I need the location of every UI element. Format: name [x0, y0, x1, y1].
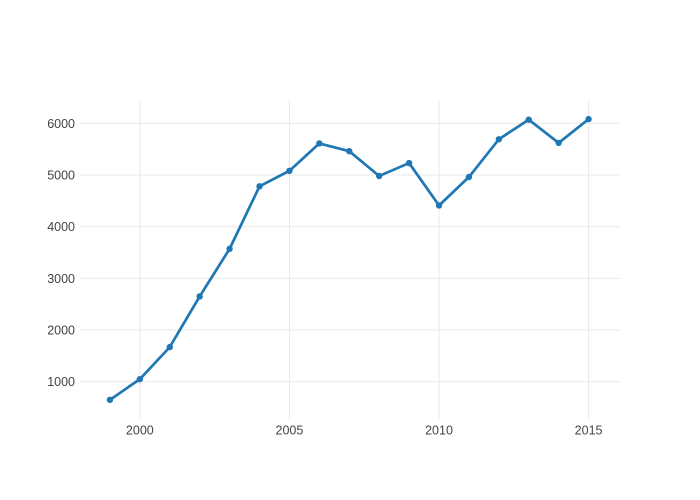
data-point-marker[interactable] — [435, 202, 443, 209]
data-point-marker[interactable] — [286, 167, 293, 175]
data-point-marker[interactable] — [495, 136, 503, 143]
data-point-marker[interactable] — [106, 396, 114, 404]
data-point-marker[interactable] — [166, 343, 173, 351]
y-tick-label: 4000 — [47, 220, 75, 234]
y-tick-label: 6000 — [47, 117, 75, 131]
data-point-marker[interactable] — [375, 172, 383, 180]
x-tick-label: 2005 — [276, 424, 304, 438]
y-tick-label: 3000 — [47, 272, 75, 286]
data-point-marker[interactable] — [405, 159, 413, 167]
data-point-marker[interactable] — [136, 375, 144, 383]
data-point-marker[interactable] — [256, 183, 263, 190]
y-tick-label: 5000 — [47, 168, 75, 182]
data-point-marker[interactable] — [316, 140, 323, 147]
data-point-marker[interactable] — [226, 245, 233, 253]
data-point-marker[interactable] — [465, 173, 473, 181]
x-tick-label: 2015 — [575, 424, 603, 438]
x-tick-label: 2000 — [126, 424, 154, 438]
y-tick-label: 2000 — [47, 324, 75, 338]
data-point-marker[interactable] — [346, 147, 353, 155]
data-point-marker[interactable] — [525, 116, 532, 123]
data-point-marker[interactable] — [555, 139, 562, 147]
data-point-marker[interactable] — [196, 293, 203, 300]
x-tick-label: 2010 — [425, 424, 453, 438]
data-point-marker[interactable] — [585, 115, 592, 123]
y-tick-label: 1000 — [47, 375, 75, 389]
